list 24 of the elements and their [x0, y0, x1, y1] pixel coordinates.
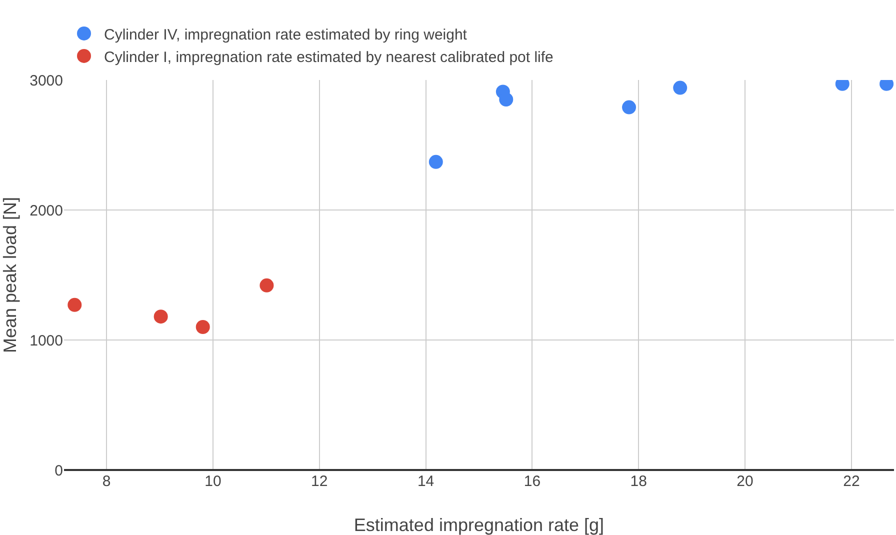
point: [622, 100, 636, 114]
y-tick-label: 3000: [30, 72, 63, 90]
x-tick-label: 10: [204, 473, 222, 490]
point: [68, 298, 82, 312]
y-axis-title: Mean peak load [N]: [0, 196, 20, 354]
y-tick-label: 2000: [30, 202, 63, 220]
y-tick-label: 1000: [30, 332, 63, 350]
y-tick-label: 0: [54, 462, 63, 480]
point: [154, 310, 168, 324]
point: [428, 154, 443, 169]
x-tick-label: 22: [843, 473, 860, 490]
point: [499, 92, 514, 106]
x-tick-label: 16: [524, 473, 541, 490]
legend-label: Cylinder I, impregnation rate estimated by nearest calibrated pot life: [104, 48, 554, 66]
x-tick-label: 14: [417, 473, 434, 490]
x-tick-label: 20: [736, 473, 754, 490]
x-axis-title: Estimated impregnation rate [g]: [354, 515, 604, 535]
point: [673, 80, 688, 95]
point: [196, 320, 210, 334]
x-tick-label: 12: [311, 473, 328, 490]
legend-label: Cylinder IV, impregnation rate estimated by ring weight: [104, 26, 468, 44]
x-tick-label: 8: [102, 473, 111, 490]
point: [260, 278, 274, 292]
x-tick-label: 18: [630, 473, 647, 490]
